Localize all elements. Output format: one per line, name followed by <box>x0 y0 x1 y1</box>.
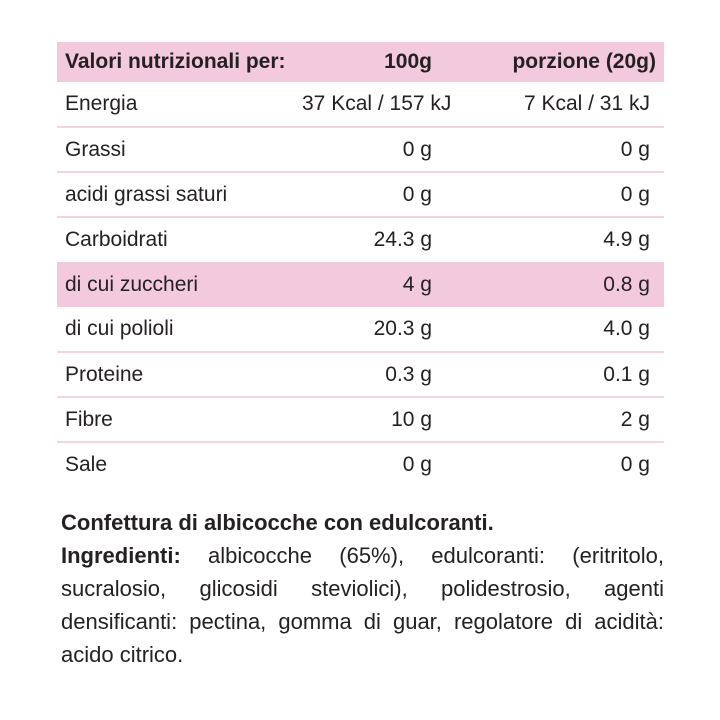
row-value-100g: 0 g <box>302 172 432 218</box>
header-portion: porzione (20g) <box>432 42 664 82</box>
row-label: Sale <box>65 453 108 476</box>
header-100g: 100g <box>302 42 432 82</box>
row-label: di cui zuccheri <box>57 262 302 307</box>
row-label: Energia <box>57 82 302 128</box>
header-values-per: Valori nutrizionali per: <box>57 42 302 82</box>
table-row-sale: Sale 0 g 0 g <box>57 442 664 487</box>
footer-text: Confettura di albicocche con edulcoranti… <box>57 506 664 671</box>
row-value-portion: 0 g <box>432 127 664 173</box>
row-value-100g: 10 g <box>302 397 432 443</box>
row-value-100g: 24.3 g <box>373 228 432 251</box>
table-row-carboidrati: Carboidrati 24.3 g 4.9 g <box>57 217 664 262</box>
table-row-grassi-saturi: acidi grassi saturi 0 g 0 g <box>57 172 664 218</box>
row-label: Grassi <box>57 127 302 173</box>
row-value-portion: 0 g <box>432 172 664 218</box>
row-value-100g: 0 g <box>302 127 432 173</box>
row-label: di cui polioli <box>57 307 302 353</box>
row-value-portion: 0.1 g <box>432 352 664 398</box>
row-value-portion: 4.0 g <box>432 307 664 353</box>
table-row-energia: Energia 37 Kcal / 157 kJ 7 Kcal / 31 kJ <box>57 82 664 128</box>
table-row-zuccheri: di cui zuccheri 4 g 0.8 g <box>57 262 664 307</box>
row-value-100g: 0 g <box>402 453 432 476</box>
row-value-100g: 20.3 g <box>302 307 432 353</box>
row-label: acidi grassi saturi <box>57 172 302 218</box>
product-name: Confettura di albicocche con edulcoranti… <box>61 510 494 535</box>
table-row-polioli: di cui polioli 20.3 g 4.0 g <box>57 307 664 353</box>
table-row-grassi: Grassi 0 g 0 g <box>57 127 664 173</box>
row-value-portion: 0 g <box>620 453 650 476</box>
row-value-portion: 0.8 g <box>432 262 664 307</box>
ingredients-text: albicocche (65%), edulcoranti: (eritrito… <box>61 543 664 667</box>
ingredients-paragraph: Ingredienti: albicocche (65%), edulcoran… <box>61 539 664 671</box>
row-value-100g: 37 Kcal / 157 kJ <box>302 82 451 128</box>
row-value-100g: 4 g <box>302 262 432 307</box>
row-label: Proteine <box>57 352 302 398</box>
row-label: Fibre <box>57 397 302 443</box>
nutrition-label: Valori nutrizionali per: 100g porzione (… <box>57 42 664 671</box>
table-header-row: Valori nutrizionali per: 100g porzione (… <box>57 42 664 82</box>
table-row-proteine: Proteine 0.3 g 0.1 g <box>57 352 664 398</box>
row-value-portion: 4.9 g <box>603 228 650 251</box>
row-value-100g: 0.3 g <box>302 352 432 398</box>
table-row-fibre: Fibre 10 g 2 g <box>57 397 664 443</box>
row-value-portion: 7 Kcal / 31 kJ <box>432 82 664 128</box>
ingredients-label: Ingredienti: <box>61 543 181 568</box>
nutrition-table: Valori nutrizionali per: 100g porzione (… <box>57 42 664 487</box>
row-value-portion: 2 g <box>432 397 664 443</box>
row-label: Carboidrati <box>65 228 168 251</box>
